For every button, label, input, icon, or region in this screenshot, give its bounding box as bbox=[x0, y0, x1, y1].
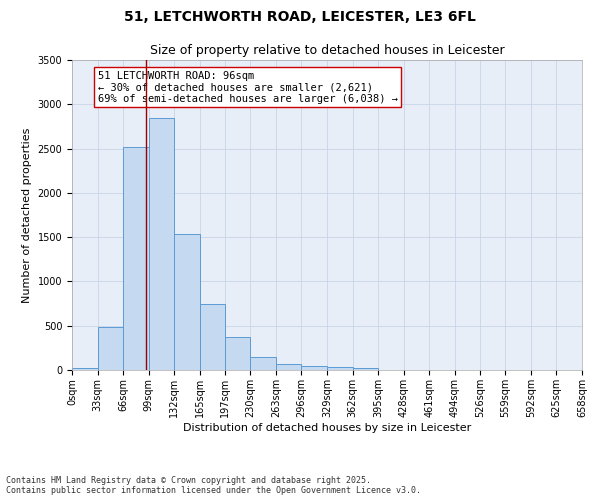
Bar bbox=[200, 304, 226, 370]
Bar bbox=[327, 367, 353, 370]
Text: 51 LETCHWORTH ROAD: 96sqm
← 30% of detached houses are smaller (2,621)
69% of se: 51 LETCHWORTH ROAD: 96sqm ← 30% of detac… bbox=[98, 70, 398, 104]
Y-axis label: Number of detached properties: Number of detached properties bbox=[22, 128, 32, 302]
Bar bbox=[149, 118, 175, 370]
Bar bbox=[123, 147, 149, 370]
Bar bbox=[175, 234, 200, 370]
Bar bbox=[224, 337, 250, 370]
Bar bbox=[250, 357, 276, 370]
Text: Contains HM Land Registry data © Crown copyright and database right 2025.
Contai: Contains HM Land Registry data © Crown c… bbox=[6, 476, 421, 495]
X-axis label: Distribution of detached houses by size in Leicester: Distribution of detached houses by size … bbox=[183, 422, 471, 432]
Title: Size of property relative to detached houses in Leicester: Size of property relative to detached ho… bbox=[149, 44, 505, 58]
Text: 51, LETCHWORTH ROAD, LEICESTER, LE3 6FL: 51, LETCHWORTH ROAD, LEICESTER, LE3 6FL bbox=[124, 10, 476, 24]
Bar bbox=[72, 368, 98, 370]
Bar bbox=[353, 368, 378, 370]
Bar bbox=[301, 366, 327, 370]
Bar bbox=[276, 364, 301, 370]
Bar bbox=[98, 328, 123, 370]
